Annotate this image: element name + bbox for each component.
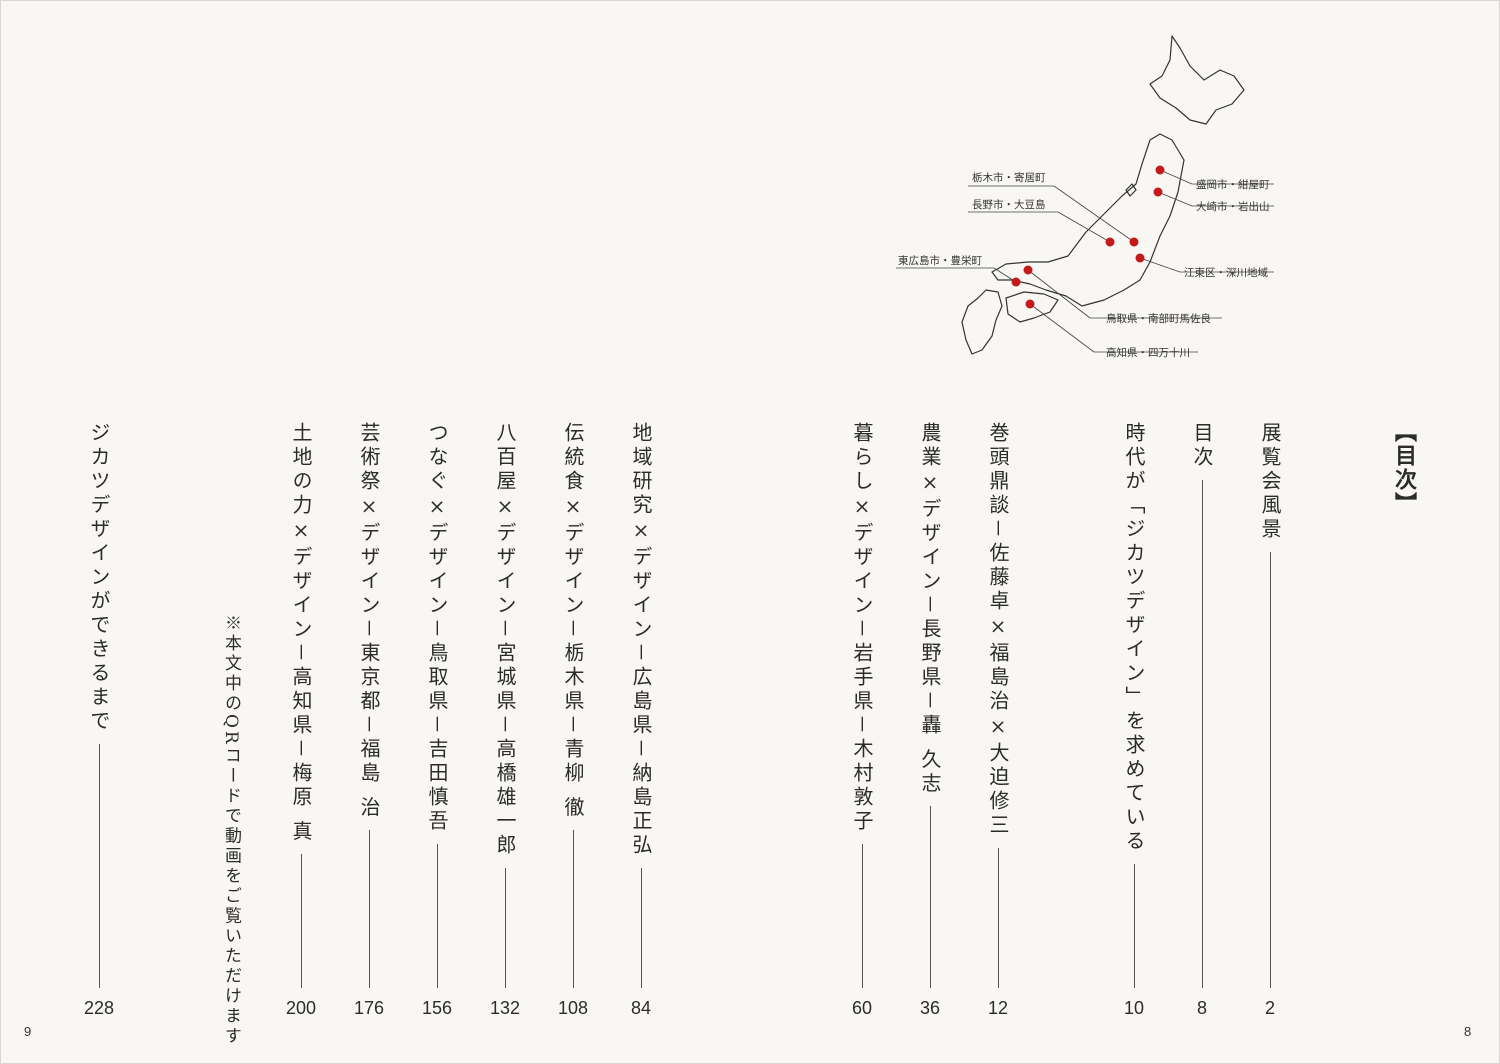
toc-leader-line xyxy=(368,830,370,988)
shikoku-outline xyxy=(1005,291,1059,323)
marker-osaki xyxy=(1153,187,1163,197)
toc-entry[interactable]: 目次 8 xyxy=(1187,422,1217,1020)
toc-leader-line xyxy=(98,744,100,988)
marker-morioka xyxy=(1155,165,1165,175)
toc-page-number: 108 xyxy=(557,998,589,1018)
toc-entry-title: 巻頭鼎談－佐藤卓×福島治×大迫修三 xyxy=(986,422,1010,838)
toc-entry[interactable]: 八百屋×デザイン－宮城県－高橋雄一郎 132 xyxy=(490,422,520,1020)
toc-page-number: 228 xyxy=(83,998,115,1018)
japan-map: 栃木市・寄居町 長野市・大豆島 東広島市・豊栄町 盛岡市・紺屋町 大崎市・岩出山… xyxy=(896,35,1274,359)
label-kochi: 高知県・四万十川 xyxy=(1106,346,1190,359)
toc-entry[interactable]: つなぐ×デザイン－鳥取県－吉田慎吾 156 xyxy=(422,422,452,1020)
honshu-outline xyxy=(991,133,1185,307)
toc-entry-title: 農業×デザイン－長野県－轟 久志 xyxy=(918,422,942,797)
marker-kochi xyxy=(1025,299,1035,309)
toc-entry-title: ジカツデザインができるまで xyxy=(87,422,111,734)
toc-leader-line xyxy=(1269,552,1271,988)
toc-page-number: 10 xyxy=(1123,998,1145,1018)
sado-outline xyxy=(1125,183,1137,197)
toc-entry-title: 暮らし×デザイン－岩手県－木村敦子 xyxy=(850,422,874,834)
toc-entry-title: 伝統食×デザイン－栃木県－青柳 徹 xyxy=(561,422,585,821)
toc-page-number: 8 xyxy=(1196,998,1207,1018)
toc-entry[interactable]: 芸術祭×デザイン－東京都－福島 治 176 xyxy=(354,422,384,1020)
toc-entry[interactable]: ジカツデザインができるまで 228 xyxy=(84,422,114,1020)
marker-hiroshima xyxy=(1011,277,1021,287)
toc-entry-title: 展覧会風景 xyxy=(1258,422,1282,542)
folio-right: 8 xyxy=(1464,1024,1472,1039)
toc-entry[interactable]: 地域研究×デザイン－広島県－納島正弘 84 xyxy=(626,422,656,1020)
toc-leader-line xyxy=(504,868,506,988)
toc-page-number: 36 xyxy=(919,998,941,1018)
toc-entry[interactable]: 農業×デザイン－長野県－轟 久志 36 xyxy=(915,422,945,1020)
toc-entry[interactable]: 伝統食×デザイン－栃木県－青柳 徹 108 xyxy=(558,422,588,1020)
toc-leader-line xyxy=(640,868,642,988)
toc-leader-line xyxy=(436,844,438,988)
toc-entry-title: つなぐ×デザイン－鳥取県－吉田慎吾 xyxy=(425,422,449,834)
toc-page-number: 200 xyxy=(285,998,317,1018)
toc-page-number: 132 xyxy=(489,998,521,1018)
toc-leader-line xyxy=(1133,864,1135,988)
toc-entry-title: 八百屋×デザイン－宮城県－高橋雄一郎 xyxy=(493,422,517,858)
toc-heading: 【目次】 xyxy=(1391,420,1417,516)
label-osaki: 大崎市・岩出山 xyxy=(1196,200,1270,213)
hokkaido-outline xyxy=(1149,35,1245,125)
marker-tochigi xyxy=(1129,237,1139,247)
label-tochigi: 栃木市・寄居町 xyxy=(972,171,1046,184)
toc-entry-title: 時代が「ジカツデザイン」を求めている xyxy=(1122,422,1146,854)
toc-entry[interactable]: 展覧会風景 2 xyxy=(1255,422,1285,1020)
toc-entry-title: 目次 xyxy=(1190,422,1214,470)
toc-entry[interactable]: 巻頭鼎談－佐藤卓×福島治×大迫修三 12 xyxy=(983,422,1013,1020)
label-hiroshima: 東広島市・豊栄町 xyxy=(898,254,982,267)
qr-note: ※本文中のQRコードで動画をご覧いただけます xyxy=(221,614,241,1047)
marker-tottori xyxy=(1023,265,1033,275)
toc-entry-title: 芸術祭×デザイン－東京都－福島 治 xyxy=(357,422,381,821)
label-morioka: 盛岡市・紺屋町 xyxy=(1196,178,1270,191)
marker-nagano xyxy=(1105,237,1115,247)
folio-left: 9 xyxy=(24,1024,32,1039)
toc-leader-line xyxy=(929,806,931,988)
toc-leader-line xyxy=(861,844,863,988)
toc-page-number: 60 xyxy=(851,998,873,1018)
toc-page-number: 156 xyxy=(421,998,453,1018)
toc-page-number: 176 xyxy=(353,998,385,1018)
toc-entry[interactable]: 暮らし×デザイン－岩手県－木村敦子 60 xyxy=(847,422,877,1020)
toc-entry-title: 土地の力×デザイン－高知県－梅原 真 xyxy=(289,422,313,845)
toc-leader-line xyxy=(300,854,302,988)
label-nagano: 長野市・大豆島 xyxy=(972,198,1046,211)
label-tottori: 鳥取県・南部町馬佐良 xyxy=(1106,312,1211,325)
toc-entry-title: 地域研究×デザイン－広島県－納島正弘 xyxy=(629,422,653,858)
label-koto: 江東区・深川地域 xyxy=(1184,266,1268,279)
kyushu-outline xyxy=(961,289,1003,355)
marker-koto xyxy=(1135,253,1145,263)
toc-page-number: 2 xyxy=(1264,998,1275,1018)
toc-page-number: 84 xyxy=(630,998,652,1018)
toc-leader-line xyxy=(572,830,574,988)
toc-page-number: 12 xyxy=(987,998,1009,1018)
toc-leader-line xyxy=(997,848,999,988)
toc-leader-line xyxy=(1201,480,1203,988)
toc-entry[interactable]: 時代が「ジカツデザイン」を求めている 10 xyxy=(1119,422,1149,1020)
toc-entry[interactable]: 土地の力×デザイン－高知県－梅原 真 200 xyxy=(286,422,316,1020)
